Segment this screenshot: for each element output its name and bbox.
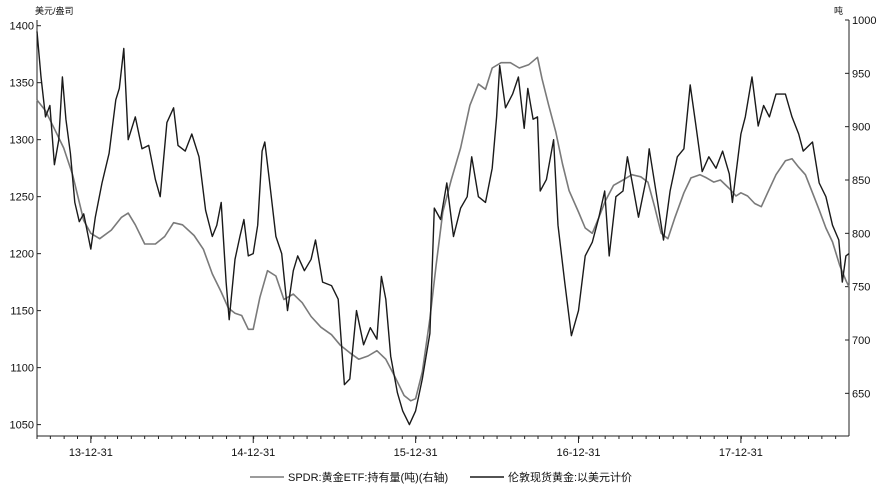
right-tick-label: 700 xyxy=(852,335,870,347)
right-tick-label: 1000 xyxy=(852,15,876,27)
right-tick-label: 950 xyxy=(852,68,870,80)
left-tick-label: 1150 xyxy=(10,306,34,318)
left-tick-label: 1250 xyxy=(10,192,34,204)
plot-axes: 1050 1100 1150 1200 1250 1300 1350 1400 650 700 75… xyxy=(10,15,877,459)
left-tick-label: 1200 xyxy=(10,249,34,261)
legend-label-0: SPDR:黄金ETF:持有量(吨)(右轴) xyxy=(288,470,448,484)
left-tick-label: 1400 xyxy=(10,21,34,33)
right-tick-label: 900 xyxy=(852,122,870,134)
x-tick-label: 13-12-31 xyxy=(69,447,113,459)
x-tick-label: 17-12-31 xyxy=(719,447,763,459)
left-axis-unit: 美元/盎司 xyxy=(35,5,74,16)
legend: SPDR:黄金ETF:持有量(吨)(右轴) 伦敦现货黄金:以美元计价 xyxy=(250,470,632,484)
x-tick-label: 16-12-31 xyxy=(556,447,600,459)
left-tick-label: 1100 xyxy=(10,363,34,375)
london-gold-price-line xyxy=(36,31,850,426)
right-tick-label: 750 xyxy=(852,282,870,294)
left-tick-label: 1050 xyxy=(10,420,34,432)
left-tick-label: 1300 xyxy=(10,135,34,147)
left-tick-label: 1350 xyxy=(10,78,34,90)
right-tick-label: 850 xyxy=(852,175,870,187)
x-tick-label: 14-12-31 xyxy=(231,447,275,459)
plot-series xyxy=(36,31,850,426)
right-tick-label: 800 xyxy=(852,228,870,240)
right-axis-unit: 吨 xyxy=(834,5,843,16)
legend-label-1: 伦敦现货黄金:以美元计价 xyxy=(508,470,632,484)
x-tick-label: 15-12-31 xyxy=(394,447,438,459)
spdr-holdings-line xyxy=(36,56,850,402)
right-tick-label: 650 xyxy=(852,388,870,400)
